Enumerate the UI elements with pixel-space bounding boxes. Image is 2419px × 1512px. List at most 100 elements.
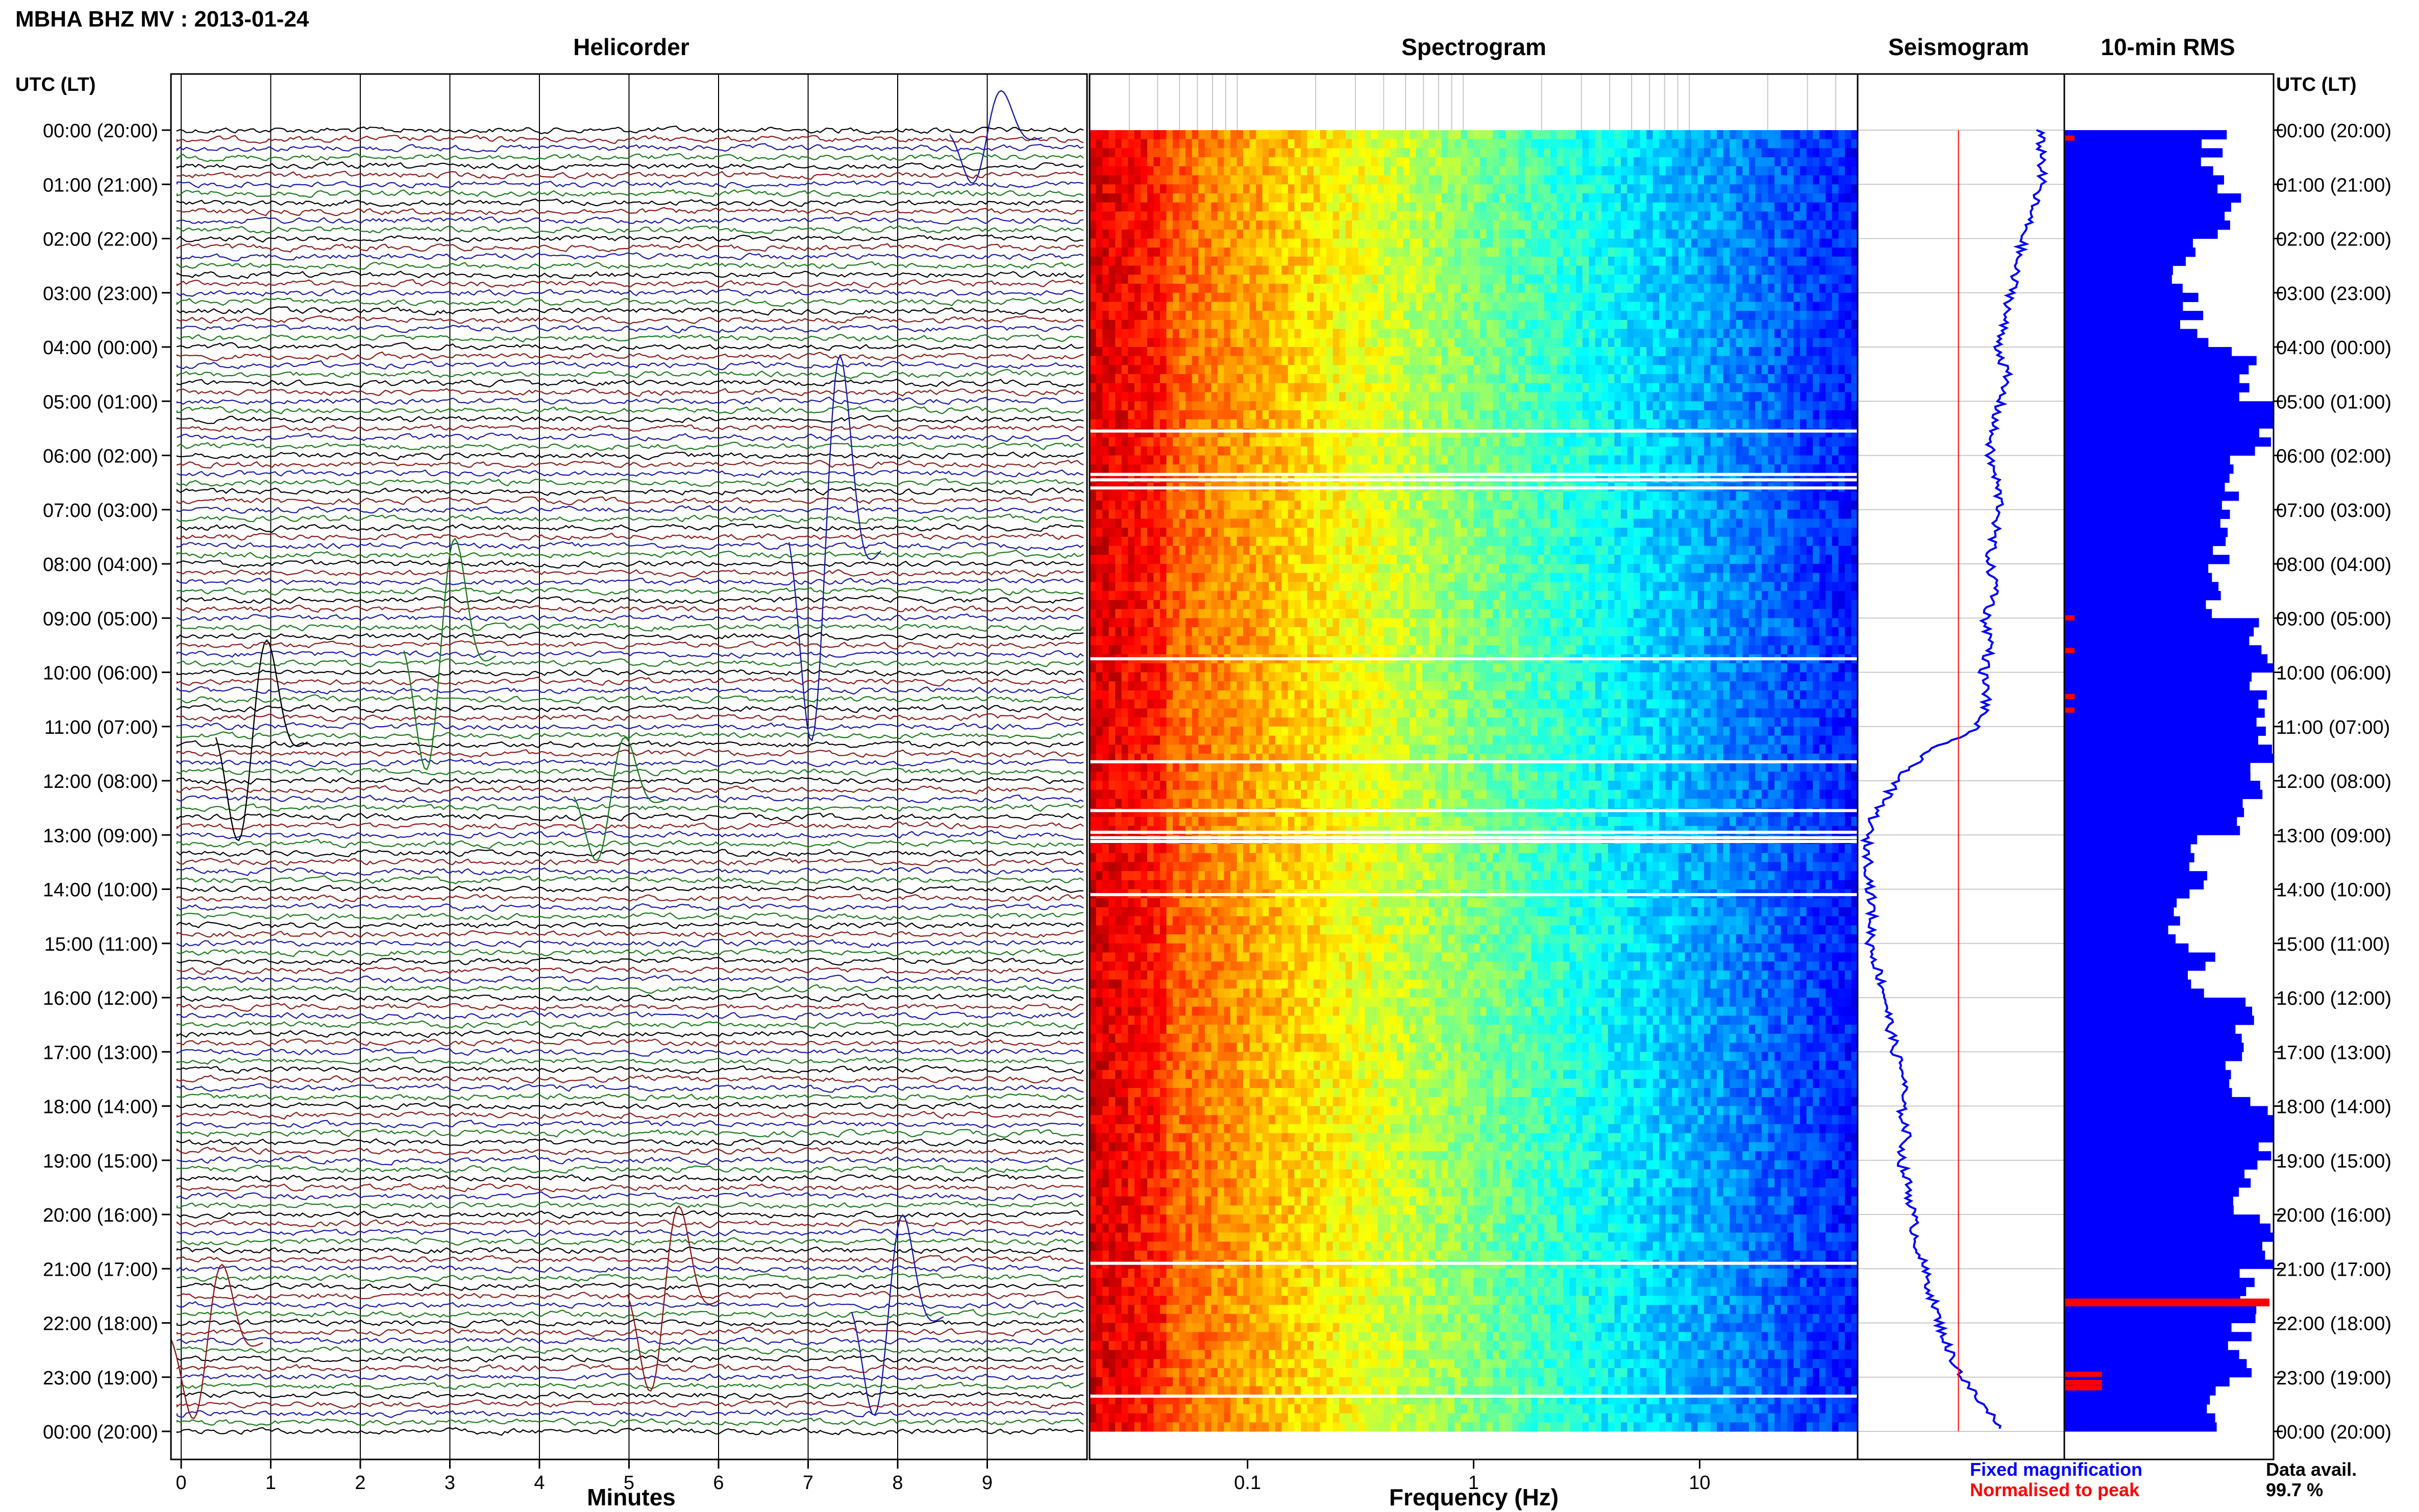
spectrogram-cell	[1128, 1232, 1135, 1242]
spectrogram-cell	[1179, 528, 1186, 537]
spectrogram-cell	[1153, 1350, 1161, 1359]
spectrogram-cell	[1262, 1422, 1269, 1432]
spectrogram-cell	[1224, 573, 1231, 582]
spectrogram-cell	[1275, 1286, 1282, 1296]
spectrogram-cell	[1230, 1386, 1237, 1396]
spectrogram-cell	[1128, 826, 1135, 835]
spectrogram-cell	[1230, 175, 1237, 185]
spectrogram-cell	[1141, 347, 1148, 357]
spectrogram-cell	[1141, 157, 1148, 167]
spectrogram-cell	[1294, 816, 1301, 827]
spectrogram-cell	[1153, 943, 1161, 953]
spectrogram-cell	[1141, 717, 1148, 727]
spectrogram-cell	[1275, 202, 1282, 212]
spectrogram-cell	[1096, 419, 1103, 429]
spectrogram-cell	[1173, 816, 1180, 827]
spectrogram-cell	[1288, 184, 1295, 194]
helicorder-trace	[176, 1074, 1084, 1084]
spectrogram-cell	[1269, 871, 1276, 881]
spectrogram-cell	[1249, 826, 1256, 835]
spectrogram-cell	[1249, 961, 1256, 971]
spectrogram-cell	[1121, 672, 1128, 682]
spectrogram-cell	[1224, 1061, 1231, 1071]
spectrogram-cell	[1288, 871, 1295, 881]
spectrogram-cell	[1102, 247, 1109, 257]
spectrogram-cell	[1300, 509, 1307, 519]
spectrogram-cell	[1288, 392, 1295, 402]
spectrogram-cell	[1300, 374, 1307, 384]
spectrogram-cell	[1211, 319, 1218, 330]
spectrogram-cell	[1115, 1269, 1122, 1278]
spectrogram-cell	[1186, 979, 1193, 989]
spectrogram-cell	[1294, 130, 1301, 140]
spectrogram-cell	[1224, 284, 1231, 293]
spectrogram-cell	[1141, 961, 1148, 971]
helicorder-trace	[176, 1326, 1084, 1337]
spectrogram-cell	[1173, 302, 1180, 311]
spectrogram-cell	[1115, 1160, 1122, 1170]
spectrogram-cell	[1230, 826, 1237, 835]
spectrogram-cell	[1237, 645, 1244, 655]
spectrogram-cell	[1147, 726, 1154, 736]
spectrogram-cell	[1217, 211, 1224, 221]
spectrogram-cell	[1204, 1070, 1212, 1079]
spectrogram-cell	[1294, 509, 1301, 519]
spectrogram-cell	[1237, 338, 1244, 348]
spectrogram-cell	[1300, 220, 1307, 230]
spectrogram-cell	[1217, 627, 1224, 637]
spectrogram-cell	[1294, 247, 1301, 257]
spectrogram-cell	[1275, 1313, 1282, 1324]
spectrogram-cell	[1134, 844, 1141, 854]
spectrogram-cell	[1192, 229, 1199, 239]
spectrogram-cell	[1173, 166, 1180, 176]
spectrogram-cell	[1237, 1124, 1244, 1134]
spectrogram-cell	[1141, 1341, 1148, 1351]
spectrogram-cell	[1166, 446, 1173, 456]
spectrogram-cell	[1186, 464, 1193, 474]
spectrogram-cell	[1147, 699, 1154, 709]
spectrogram-cell	[1128, 1368, 1135, 1378]
spectrogram-cell	[1281, 211, 1289, 221]
spectrogram-cell	[1204, 220, 1212, 230]
spectrogram-cell	[1192, 247, 1199, 257]
spectrogram-cell	[1243, 347, 1250, 357]
spectrogram-cell	[1121, 907, 1128, 917]
spectrogram-cell	[1294, 1169, 1301, 1179]
helicorder-trace	[176, 1417, 1084, 1427]
spectrogram-cell	[1256, 365, 1263, 375]
spectrogram-cell	[1173, 536, 1180, 547]
spectrogram-cell	[1115, 374, 1122, 384]
spectrogram-cell	[1294, 1214, 1301, 1224]
spectrogram-cell	[1198, 175, 1205, 185]
spectrogram-cell	[1237, 419, 1244, 429]
spectrogram-cell	[1230, 383, 1237, 393]
spectrogram-cell	[1096, 265, 1103, 275]
helicorder-trace	[176, 126, 1084, 135]
spectrogram-cell	[1281, 319, 1289, 330]
spectrogram-cell	[1230, 148, 1237, 158]
spectrogram-cell	[1281, 745, 1289, 754]
spectrogram-cell	[1269, 247, 1276, 257]
spectrogram-cell	[1198, 546, 1205, 555]
spectrogram-cell	[1173, 383, 1180, 393]
spectrogram-cell	[1160, 1286, 1167, 1296]
spectrogram-cell	[1288, 1142, 1295, 1152]
spectrogram-cell	[1198, 1386, 1205, 1396]
spectrogram-cell	[1269, 275, 1276, 284]
spectrogram-cell	[1262, 961, 1269, 971]
spectrogram-cell	[1160, 238, 1167, 248]
spectrogram-cell	[1173, 772, 1180, 781]
spectrogram-cell	[1237, 816, 1244, 827]
spectrogram-cell	[1192, 1052, 1199, 1061]
spectrogram-cell	[1134, 1350, 1141, 1359]
spectrogram-cell	[1153, 1269, 1161, 1278]
spectrogram-cell	[1179, 636, 1186, 646]
spectrogram-cell	[1121, 564, 1128, 574]
spectrogram-cell	[1160, 374, 1167, 384]
spectrogram-cell	[1134, 1232, 1141, 1242]
spectrogram-cell	[1160, 265, 1167, 275]
spectrogram-cell	[1115, 681, 1122, 691]
spectrogram-cell	[1128, 329, 1135, 338]
spectrogram-cell	[1275, 1015, 1282, 1025]
spectrogram-cell	[1243, 609, 1250, 618]
